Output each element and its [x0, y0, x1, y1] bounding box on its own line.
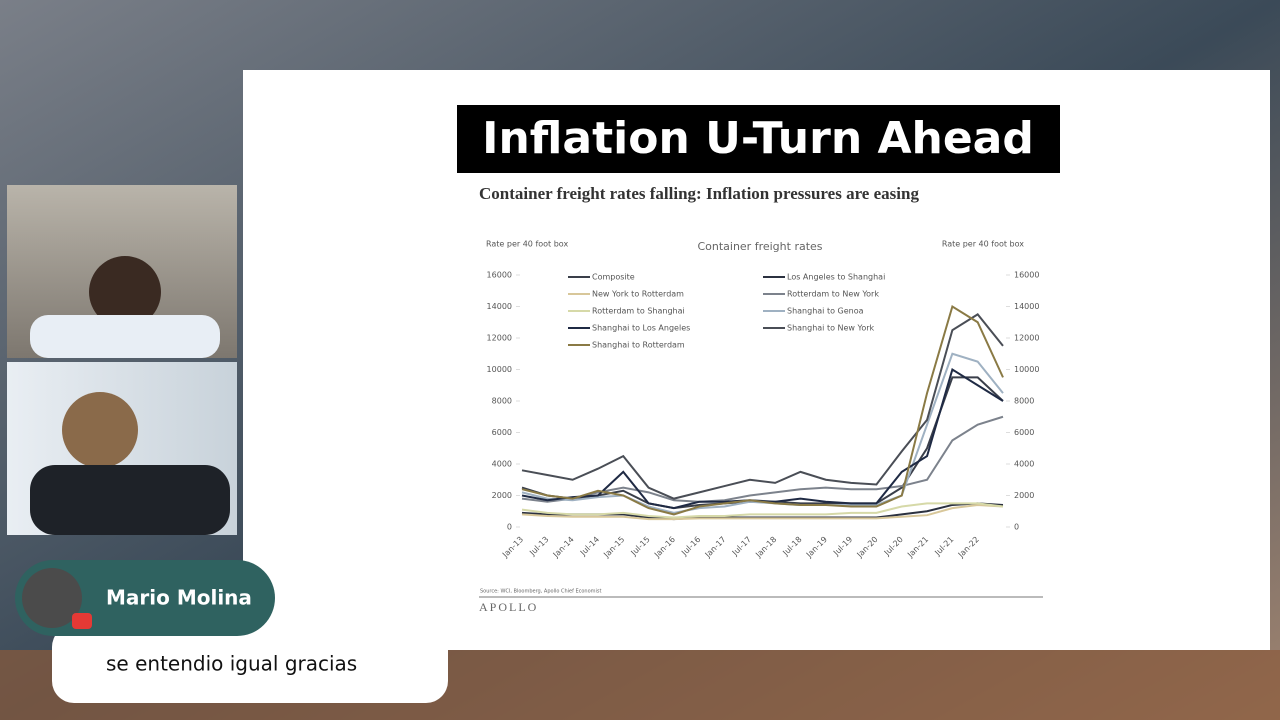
y-tick-label: 4000 [492, 460, 512, 469]
person-1-shirt [30, 315, 220, 358]
series-line [521, 313, 1004, 500]
y2-tick-label: 2000 [1014, 491, 1034, 500]
y-axis-label: Rate per 40 foot box [486, 240, 568, 249]
y-tick-label: 6000 [492, 428, 512, 437]
slide-subtitle: Container freight rates falling: Inflati… [479, 184, 919, 203]
y-tick-label: 2000 [492, 491, 512, 500]
series-line [521, 503, 1004, 521]
series-line [521, 502, 1004, 519]
y-tick-label: 12000 [487, 334, 512, 343]
y2-tick-label: 6000 [1014, 428, 1034, 437]
source: Source: WCI, Bloomberg, Apollo Chief Eco… [480, 589, 602, 595]
slide-title: Inflation U-Turn Ahead [482, 113, 1034, 164]
y2-tick-label: 16000 [1014, 271, 1039, 280]
avatar [22, 568, 82, 628]
person-2-shirt [30, 465, 230, 535]
y2-axis-label: Rate per 40 foot box [942, 240, 1024, 249]
chat-bubble [52, 625, 448, 703]
legend-label: New York to Rotterdam [592, 290, 684, 299]
chat-message: se entendio igual gracias [106, 652, 357, 676]
chat-author: Mario Molina [106, 586, 252, 610]
chart-title: Container freight rates [697, 240, 822, 253]
y2-tick-label: 12000 [1014, 334, 1039, 343]
person-2 [62, 392, 138, 468]
legend-label: Los Angeles to Shanghai [787, 273, 885, 282]
y-tick-label: 10000 [487, 365, 512, 374]
y2-tick-label: 4000 [1014, 460, 1034, 469]
y-tick-label: 8000 [492, 397, 512, 406]
y2-tick-label: 0 [1014, 523, 1019, 532]
legend-label: Shanghai to Rotterdam [592, 341, 685, 350]
y-tick-label: 0 [507, 523, 512, 532]
y-tick-label: 16000 [487, 271, 512, 280]
legend-label: Composite [592, 273, 635, 282]
legend-label: Shanghai to Los Angeles [592, 324, 690, 333]
y2-tick-label: 10000 [1014, 365, 1039, 374]
legend-label: Rotterdam to New York [787, 290, 879, 299]
legend-label: Shanghai to New York [787, 324, 875, 333]
y-tick-label: 14000 [487, 302, 512, 311]
legend-label: Rotterdam to Shanghai [592, 307, 685, 316]
title-box [457, 105, 1060, 173]
series-line [521, 304, 1004, 516]
y2-tick-label: 14000 [1014, 302, 1039, 311]
legend-label: Shanghai to Genoa [787, 307, 864, 316]
person-1 [89, 256, 161, 328]
brand: APOLLO [479, 600, 538, 614]
youtube-badge [72, 613, 92, 629]
y2-tick-label: 8000 [1014, 397, 1034, 406]
